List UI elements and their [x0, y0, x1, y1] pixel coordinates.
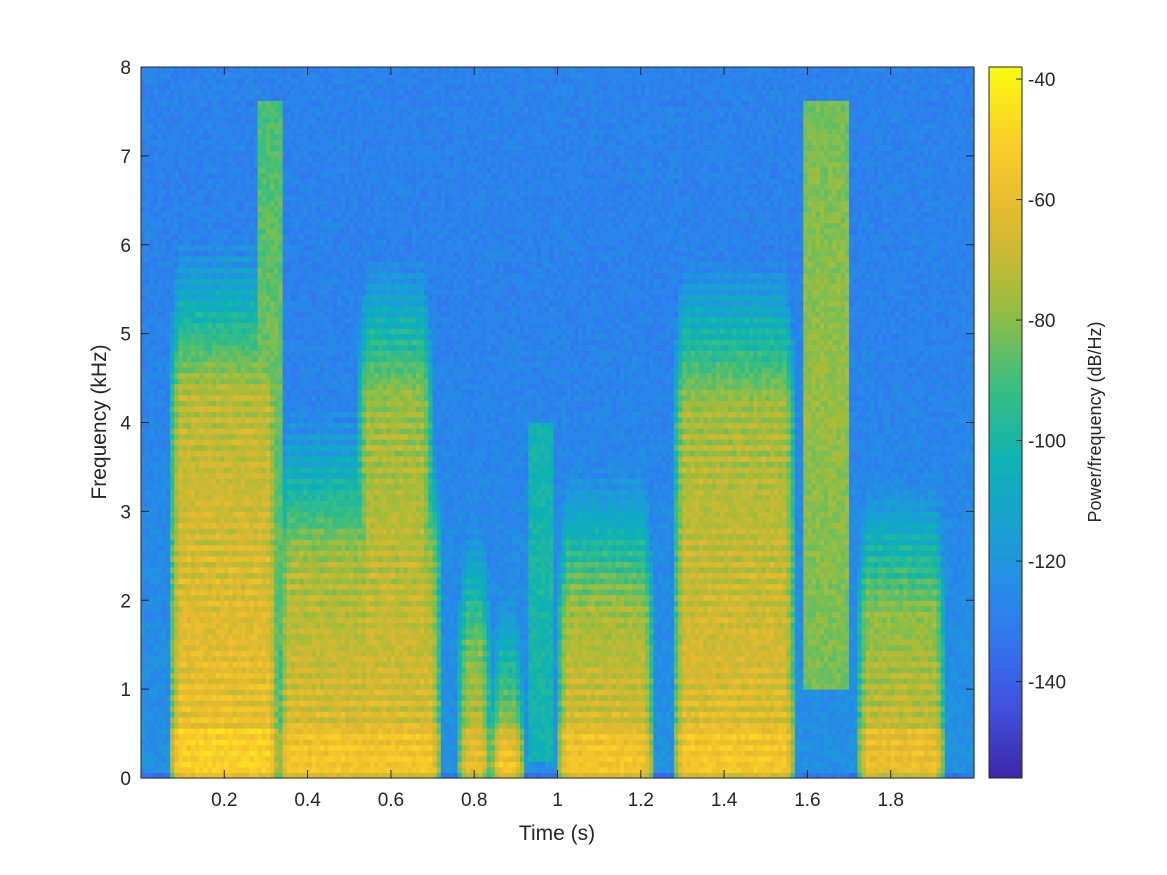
x-tick-label: 1.6	[794, 790, 820, 811]
y-axis-label: Frequency (kHz)	[88, 344, 111, 499]
y-tick-label: 3	[120, 502, 131, 523]
x-tick-label: 1	[552, 790, 563, 811]
y-tick-label: 5	[120, 325, 131, 346]
x-tick-label: 1.8	[877, 790, 903, 811]
x-tick-label: 1.2	[628, 790, 654, 811]
y-tick-label: 8	[120, 58, 131, 79]
colorbar-tick-label: -40	[1028, 70, 1055, 91]
y-tick-label: 4	[120, 414, 131, 435]
colorbar-label: Power/frequency (dB/Hz)	[1085, 321, 1105, 522]
x-tick-label: 0.6	[378, 790, 404, 811]
y-tick-label: 0	[120, 769, 131, 790]
y-tick-label: 6	[120, 236, 131, 257]
colorbar-tick-label: -60	[1028, 191, 1055, 212]
spectrogram-heatmap	[141, 67, 975, 779]
colorbar-tick-label: -120	[1028, 552, 1066, 573]
x-axis-label: Time (s)	[519, 822, 595, 845]
x-tick-label: 0.8	[461, 790, 487, 811]
spectrogram-plot-area[interactable]	[141, 67, 975, 779]
y-tick-label: 7	[120, 147, 131, 168]
colorbar-tick-label: -100	[1028, 432, 1066, 453]
y-tick-label: 2	[120, 591, 131, 612]
colorbar-gradient	[989, 67, 1022, 778]
colorbar-tick-label: -140	[1028, 673, 1066, 694]
x-tick-label: 1.4	[711, 790, 738, 811]
y-tick-label: 1	[120, 680, 131, 701]
colorbar-tick-label: -80	[1028, 311, 1055, 332]
x-tick-label: 0.2	[211, 790, 237, 811]
x-tick-label: 0.4	[294, 790, 321, 811]
